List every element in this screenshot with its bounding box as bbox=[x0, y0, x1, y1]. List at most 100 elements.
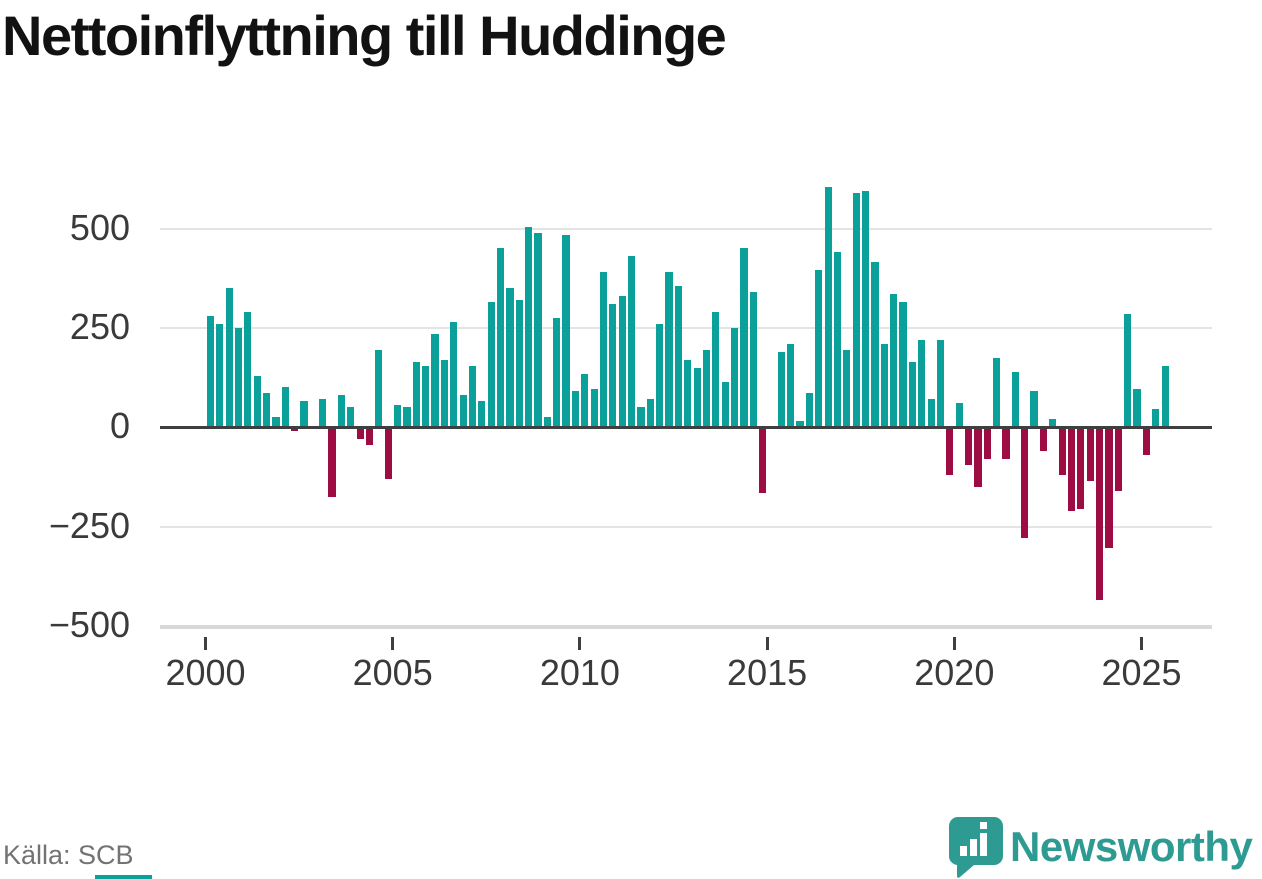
bar-2019Q4 bbox=[946, 427, 954, 475]
bar-2014Q1 bbox=[730, 327, 739, 428]
newsworthy-logo: Newsworthy bbox=[946, 816, 1262, 878]
source-note: Källa: SCB bbox=[3, 840, 134, 870]
bar-2012Q1 bbox=[656, 323, 664, 428]
y-axis-label--500: −500 bbox=[48, 603, 130, 645]
bar-2009Q1 bbox=[543, 417, 551, 428]
bar-2016Q3 bbox=[824, 186, 832, 428]
y-axis-label-500: 500 bbox=[69, 206, 130, 248]
bar-2012Q4 bbox=[684, 359, 692, 428]
y-gridline--500 bbox=[160, 624, 1212, 629]
bar-2013Q3 bbox=[712, 312, 720, 428]
bar-2011Q1 bbox=[618, 296, 626, 428]
bar-2000Q3 bbox=[225, 288, 233, 428]
x-axis-tick-2000 bbox=[204, 637, 207, 650]
y-gridline-500 bbox=[160, 227, 1212, 230]
x-axis-tick-2005 bbox=[391, 637, 395, 650]
bar-2010Q2 bbox=[590, 389, 598, 428]
x-axis-tick-2010 bbox=[578, 637, 582, 650]
logo-bar-medium bbox=[970, 839, 977, 856]
bar-2009Q2 bbox=[553, 317, 561, 428]
bar-2025Q3 bbox=[1161, 365, 1169, 428]
bar-2011Q3 bbox=[637, 407, 645, 428]
x-axis-label-2025: 2025 bbox=[1101, 652, 1182, 693]
bar-2006Q2 bbox=[440, 359, 448, 428]
bar-2012Q3 bbox=[674, 286, 682, 428]
bar-2009Q4 bbox=[571, 391, 580, 428]
x-axis-tick-2020 bbox=[952, 637, 956, 650]
y-gridline--250 bbox=[160, 525, 1212, 528]
y-axis-label-0: 0 bbox=[109, 405, 130, 447]
bar-2018Q1 bbox=[880, 343, 888, 428]
bar-2025Q2 bbox=[1152, 409, 1160, 428]
bar-2022Q4 bbox=[1058, 427, 1066, 475]
bar-2006Q4 bbox=[459, 395, 467, 428]
bar-2003Q3 bbox=[337, 395, 346, 428]
bar-2011Q4 bbox=[646, 399, 654, 428]
bar-2011Q2 bbox=[628, 256, 636, 428]
bar-2004Q1 bbox=[356, 427, 364, 440]
bar-2013Q2 bbox=[702, 349, 711, 428]
bar-2017Q3 bbox=[862, 190, 870, 428]
bar-2003Q4 bbox=[347, 407, 355, 428]
x-axis-tick-2015 bbox=[765, 637, 769, 650]
bar-2000Q1 bbox=[206, 315, 214, 428]
bar-2015Q2 bbox=[777, 351, 785, 428]
bar-2010Q1 bbox=[581, 373, 589, 428]
bar-2018Q2 bbox=[890, 294, 898, 428]
bar-2018Q4 bbox=[908, 361, 916, 428]
newsworthy-logo-text: Newsworthy bbox=[1010, 823, 1253, 870]
bar-2002Q3 bbox=[300, 401, 308, 428]
bar-2023Q4 bbox=[1096, 427, 1104, 600]
bar-2005Q4 bbox=[422, 365, 430, 428]
x-axis-label-2020: 2020 bbox=[914, 652, 995, 693]
bar-2021Q2 bbox=[1002, 427, 1010, 459]
bar-2019Q3 bbox=[936, 339, 945, 428]
bar-2003Q2 bbox=[328, 427, 336, 497]
bar-2002Q2 bbox=[291, 427, 299, 432]
bar-2005Q1 bbox=[394, 405, 402, 428]
bar-2018Q3 bbox=[899, 302, 907, 428]
bar-2004Q2 bbox=[365, 427, 374, 446]
bar-2017Q4 bbox=[871, 262, 879, 428]
bar-2004Q3 bbox=[375, 349, 383, 428]
chart-title: Nettoinflyttning till Huddinge bbox=[2, 4, 727, 67]
bar-2008Q1 bbox=[506, 288, 514, 428]
bar-2009Q3 bbox=[562, 234, 570, 428]
bar-2016Q1 bbox=[805, 393, 814, 428]
x-axis-label-2005: 2005 bbox=[352, 652, 433, 693]
bar-2023Q3 bbox=[1086, 427, 1094, 481]
bar-2001Q3 bbox=[262, 393, 271, 428]
bar-2020Q3 bbox=[974, 427, 982, 487]
bar-2022Q2 bbox=[1039, 427, 1048, 452]
x-axis-label-2015: 2015 bbox=[727, 652, 808, 693]
bar-2008Q3 bbox=[525, 226, 533, 428]
bar-2001Q2 bbox=[253, 375, 261, 428]
bar-2019Q1 bbox=[918, 339, 926, 428]
bar-2014Q4 bbox=[759, 427, 767, 493]
bar-2021Q4 bbox=[1021, 427, 1029, 539]
bar-2020Q4 bbox=[983, 427, 991, 459]
x-axis-tick-2025 bbox=[1140, 637, 1143, 650]
bar-2021Q3 bbox=[1011, 371, 1019, 428]
bar-2007Q4 bbox=[496, 248, 505, 428]
bar-2021Q1 bbox=[993, 357, 1001, 428]
bar-2016Q2 bbox=[815, 270, 823, 428]
bar-2010Q3 bbox=[599, 272, 608, 428]
bar-2002Q1 bbox=[281, 387, 289, 428]
zero-axis-line bbox=[160, 425, 1212, 429]
bar-2000Q2 bbox=[216, 323, 224, 428]
logo-exclamation-dot bbox=[980, 822, 987, 829]
bar-2007Q3 bbox=[487, 302, 495, 428]
bar-2020Q2 bbox=[964, 427, 973, 465]
bar-2005Q3 bbox=[412, 361, 420, 428]
bar-2012Q2 bbox=[665, 272, 673, 428]
bar-2008Q4 bbox=[534, 232, 542, 428]
bar-2016Q4 bbox=[833, 252, 842, 428]
bar-2000Q4 bbox=[234, 327, 243, 428]
bar-2015Q4 bbox=[796, 421, 804, 428]
bar-2019Q2 bbox=[927, 399, 935, 428]
logo-bar-small bbox=[960, 846, 967, 856]
bar-2014Q2 bbox=[740, 248, 748, 428]
